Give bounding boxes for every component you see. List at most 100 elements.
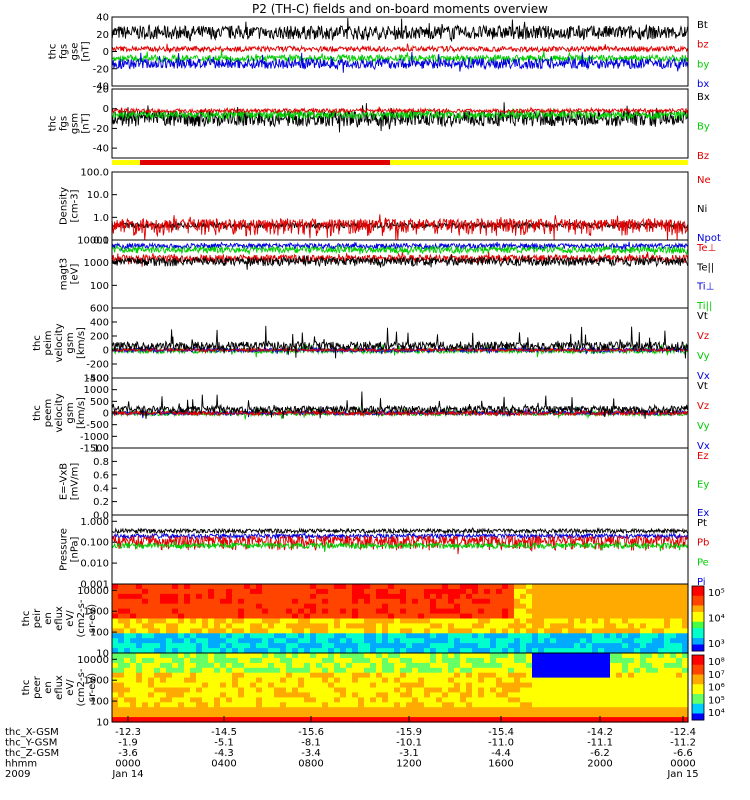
spectrogram-cell xyxy=(154,717,161,723)
spectrogram-cell xyxy=(478,677,485,684)
spectrogram-cell xyxy=(676,628,683,634)
legend-gsm-item: Bz xyxy=(697,151,709,162)
spectrogram-cell xyxy=(340,598,347,605)
spectrogram-cell xyxy=(682,687,689,693)
spectrogram-cell xyxy=(142,687,149,693)
spectrogram-cell xyxy=(592,712,599,718)
spectrogram-cell xyxy=(238,643,245,649)
spectrogram-cell xyxy=(550,628,557,634)
spectrogram-cell xyxy=(442,692,449,698)
spectrogram-cell xyxy=(310,613,317,620)
spectrogram-cell xyxy=(676,638,683,644)
spectrogram-cell xyxy=(148,697,155,703)
spectrogram-cell xyxy=(592,677,599,684)
spectrogram-cell xyxy=(334,593,341,600)
spectrogram-cell xyxy=(520,603,527,610)
spectrogram-cell xyxy=(436,687,443,693)
spectrogram-cell xyxy=(622,584,629,590)
spectrogram-cell xyxy=(112,643,119,649)
spectrogram-cell xyxy=(316,692,323,698)
spectrogram-cell xyxy=(220,613,227,620)
spectrogram-cell xyxy=(670,608,677,615)
spectrogram-cell xyxy=(448,638,455,644)
spectrogram-cell xyxy=(196,633,203,639)
spectrogram-cell xyxy=(640,702,647,708)
spectrogram-cell xyxy=(460,633,467,639)
spectrogram-cell xyxy=(358,667,365,674)
spectrogram-cell xyxy=(616,717,623,723)
spectrogram-cell xyxy=(550,584,557,590)
spectrogram-cell xyxy=(484,608,491,615)
spectrogram-cell xyxy=(676,712,683,718)
spectrogram-cell xyxy=(454,662,461,669)
spectrogram-cell xyxy=(334,677,341,684)
spectrogram-cell xyxy=(604,712,611,718)
spectrogram-cell xyxy=(628,697,635,703)
spectrogram-cell xyxy=(232,608,239,615)
spectrogram-cell xyxy=(238,584,245,590)
series-press-red xyxy=(111,534,689,555)
spectrogram-cell xyxy=(610,608,617,615)
spectrogram-cell xyxy=(568,682,575,689)
spectrogram-cell xyxy=(202,697,209,703)
spectrogram-cell xyxy=(184,613,191,620)
spectrogram-cell xyxy=(322,593,329,600)
spectrogram-cell xyxy=(562,623,569,629)
spectrogram-cell xyxy=(322,687,329,693)
spectrogram-cell xyxy=(184,717,191,723)
spectrogram-cell xyxy=(160,667,167,674)
spectrogram-cell xyxy=(322,702,329,708)
spectrogram-cell xyxy=(586,662,593,669)
spectrogram-cell xyxy=(280,653,287,659)
spectrogram-cell xyxy=(214,707,221,713)
spectrogram-cell xyxy=(490,653,497,659)
spectrogram-cell xyxy=(628,702,635,708)
spectrogram-cell xyxy=(370,584,377,590)
spectrogram-cell xyxy=(298,628,305,634)
spectrogram-cell xyxy=(118,692,125,698)
spectrogram-cell xyxy=(532,643,539,649)
spectrogram-cell xyxy=(250,672,257,679)
spectrogram-cell xyxy=(130,677,137,684)
spectrogram-cell xyxy=(238,667,245,674)
spectrogram-cell xyxy=(238,598,245,605)
spectrogram-cell xyxy=(316,628,323,634)
spectrogram-cell xyxy=(658,628,665,634)
spectrogram-cell xyxy=(436,677,443,684)
spectrogram-cell xyxy=(220,618,227,624)
spectrogram-cell xyxy=(262,667,269,674)
spectrogram-cell xyxy=(154,628,161,634)
spectrogram-cell xyxy=(568,628,575,634)
spectrogram-cell xyxy=(580,697,587,703)
spectrogram-cell xyxy=(574,613,581,620)
spectrogram-cell xyxy=(424,628,431,634)
spectrogram-cell xyxy=(592,702,599,708)
spectrogram-cell xyxy=(310,702,317,708)
y-axis-label-line: eV/ xyxy=(65,679,76,696)
y-axis-label: Pressure [nPa] xyxy=(59,528,81,571)
spectrogram-cell xyxy=(148,702,155,708)
spectrogram-cell xyxy=(202,653,209,659)
spectrogram-cell xyxy=(634,687,641,693)
spectrogram-cell xyxy=(460,692,467,698)
spectrogram-cell xyxy=(394,677,401,684)
spectrogram-cell xyxy=(532,638,539,644)
spectrogram-cell xyxy=(484,588,491,595)
y-axis-label: E=-VxB [mV/m] xyxy=(59,463,81,501)
spectrogram-cell xyxy=(310,697,317,703)
spectrogram-cell xyxy=(196,608,203,615)
spectrogram-cell xyxy=(382,623,389,629)
spectrogram-cell xyxy=(580,653,587,659)
spectrogram-cell xyxy=(226,677,233,684)
spectrogram-cell xyxy=(574,648,581,654)
spectrogram-cell xyxy=(190,608,197,615)
spectrogram-cell xyxy=(556,712,563,718)
spectrogram-cell xyxy=(166,593,173,600)
spectrogram-cell xyxy=(112,633,119,639)
spectrogram-cell xyxy=(520,593,527,600)
spectrogram-cell xyxy=(208,682,215,689)
spectrogram-cell xyxy=(640,653,647,659)
spectrogram-cell xyxy=(466,692,473,698)
y-axis-label-line: [eV] xyxy=(70,264,81,285)
